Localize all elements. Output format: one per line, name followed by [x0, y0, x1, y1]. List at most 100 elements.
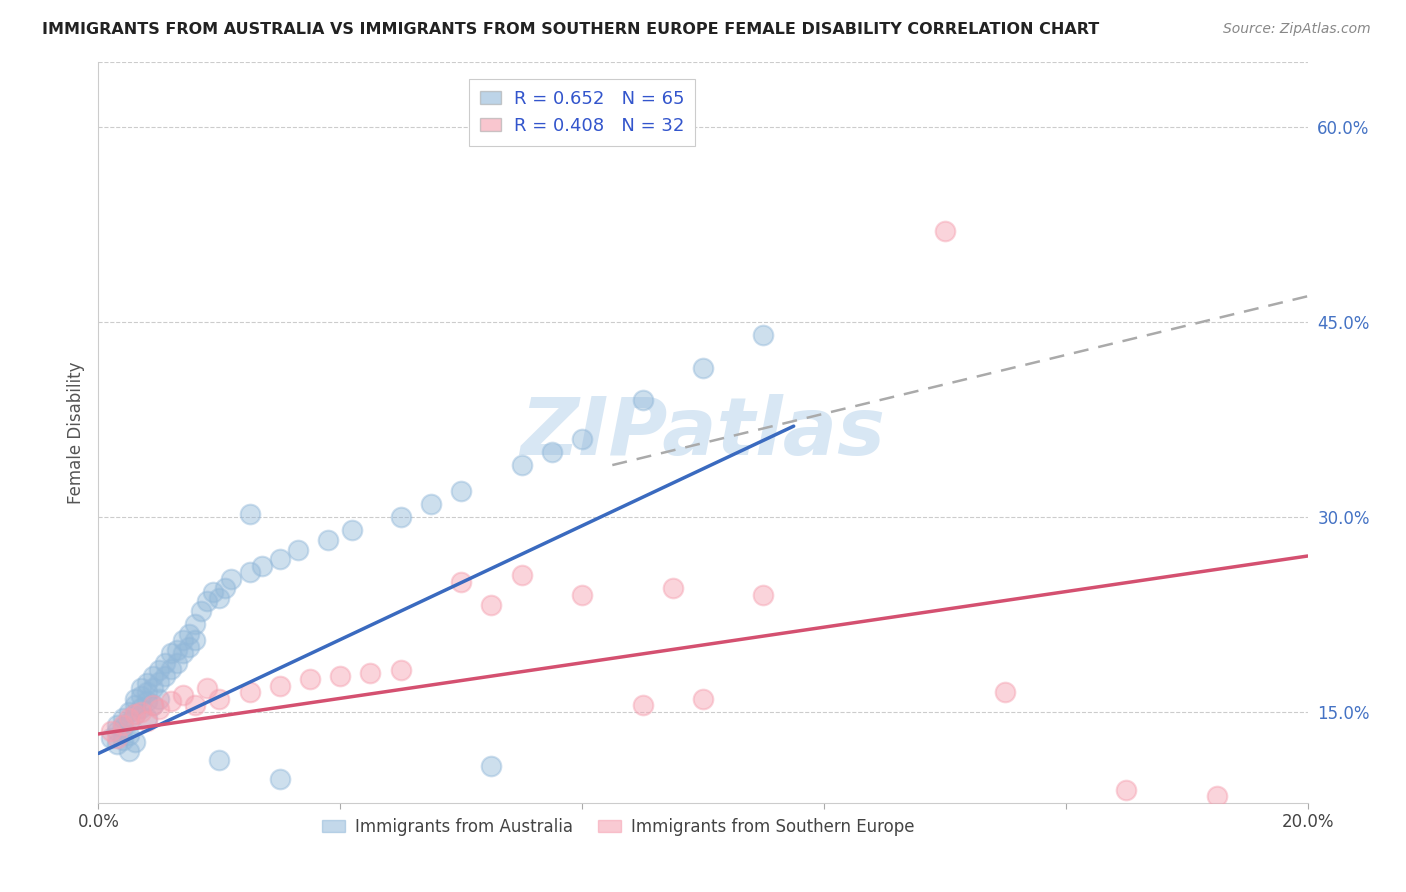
Point [124, 707, 146, 722]
Point [450, 574, 472, 589]
Point [172, 633, 194, 648]
Point [481, 599, 503, 613]
Point [360, 665, 382, 680]
Point [142, 698, 165, 713]
Point [692, 692, 714, 706]
Point [316, 533, 339, 548]
Point [153, 668, 176, 682]
Point [389, 510, 412, 524]
Point [208, 753, 231, 767]
Point [105, 737, 128, 751]
Point [631, 698, 654, 713]
Point [239, 565, 262, 579]
Point [118, 728, 141, 742]
Point [172, 688, 194, 702]
Point [214, 582, 236, 596]
Point [329, 668, 352, 682]
Point [631, 393, 654, 408]
Point [118, 711, 141, 725]
Point [148, 692, 170, 706]
Point [105, 731, 128, 745]
Point [269, 551, 291, 566]
Point [124, 698, 146, 713]
Point [269, 679, 291, 693]
Point [100, 724, 122, 739]
Point [118, 705, 141, 719]
Point [105, 718, 128, 732]
Point [481, 759, 503, 773]
Point [153, 656, 176, 670]
Point [420, 497, 443, 511]
Point [129, 705, 152, 719]
Point [239, 685, 262, 699]
Point [142, 698, 165, 713]
Point [342, 523, 364, 537]
Point [510, 568, 533, 582]
Point [202, 585, 225, 599]
Point [135, 694, 157, 708]
Point [129, 681, 152, 696]
Text: Source: ZipAtlas.com: Source: ZipAtlas.com [1223, 22, 1371, 37]
Point [160, 647, 183, 661]
Point [160, 662, 183, 676]
Point [111, 718, 134, 732]
Point [208, 692, 231, 706]
Point [269, 772, 291, 787]
Point [1206, 789, 1229, 804]
Point [661, 582, 683, 596]
Point [571, 432, 593, 446]
Point [135, 714, 157, 728]
Point [752, 328, 775, 343]
Point [148, 675, 170, 690]
Point [135, 676, 157, 690]
Point [166, 642, 188, 657]
Point [571, 588, 593, 602]
Point [124, 735, 146, 749]
Point [118, 715, 141, 730]
Point [129, 701, 152, 715]
Text: ZIPatlas: ZIPatlas [520, 393, 886, 472]
Point [148, 663, 170, 677]
Point [510, 458, 533, 472]
Point [124, 692, 146, 706]
Point [172, 647, 194, 661]
Point [195, 594, 218, 608]
Point [100, 731, 122, 745]
Point [148, 702, 170, 716]
Point [129, 690, 152, 704]
Point [142, 668, 165, 682]
Point [166, 656, 188, 670]
Point [195, 681, 218, 696]
Point [160, 694, 183, 708]
Point [299, 673, 322, 687]
Point [111, 733, 134, 747]
Point [540, 445, 562, 459]
Point [135, 685, 157, 699]
Point [389, 663, 412, 677]
Legend: Immigrants from Australia, Immigrants from Southern Europe: Immigrants from Australia, Immigrants fr… [315, 811, 921, 843]
Point [1115, 782, 1137, 797]
Point [142, 681, 165, 696]
Point [111, 721, 134, 735]
Text: IMMIGRANTS FROM AUSTRALIA VS IMMIGRANTS FROM SOUTHERN EUROPE FEMALE DISABILITY C: IMMIGRANTS FROM AUSTRALIA VS IMMIGRANTS … [42, 22, 1099, 37]
Point [184, 633, 207, 648]
Point [752, 588, 775, 602]
Point [124, 707, 146, 722]
Point [179, 640, 201, 654]
Point [190, 603, 212, 617]
Point [179, 627, 201, 641]
Point [135, 711, 157, 725]
Point [250, 559, 273, 574]
Point [118, 744, 141, 758]
Point [105, 724, 128, 739]
Y-axis label: Female Disability: Female Disability [66, 361, 84, 504]
Point [221, 573, 243, 587]
Point [287, 542, 309, 557]
Point [994, 685, 1017, 699]
Point [184, 698, 207, 713]
Point [111, 711, 134, 725]
Point [184, 616, 207, 631]
Point [934, 224, 956, 238]
Point [450, 484, 472, 499]
Point [208, 591, 231, 605]
